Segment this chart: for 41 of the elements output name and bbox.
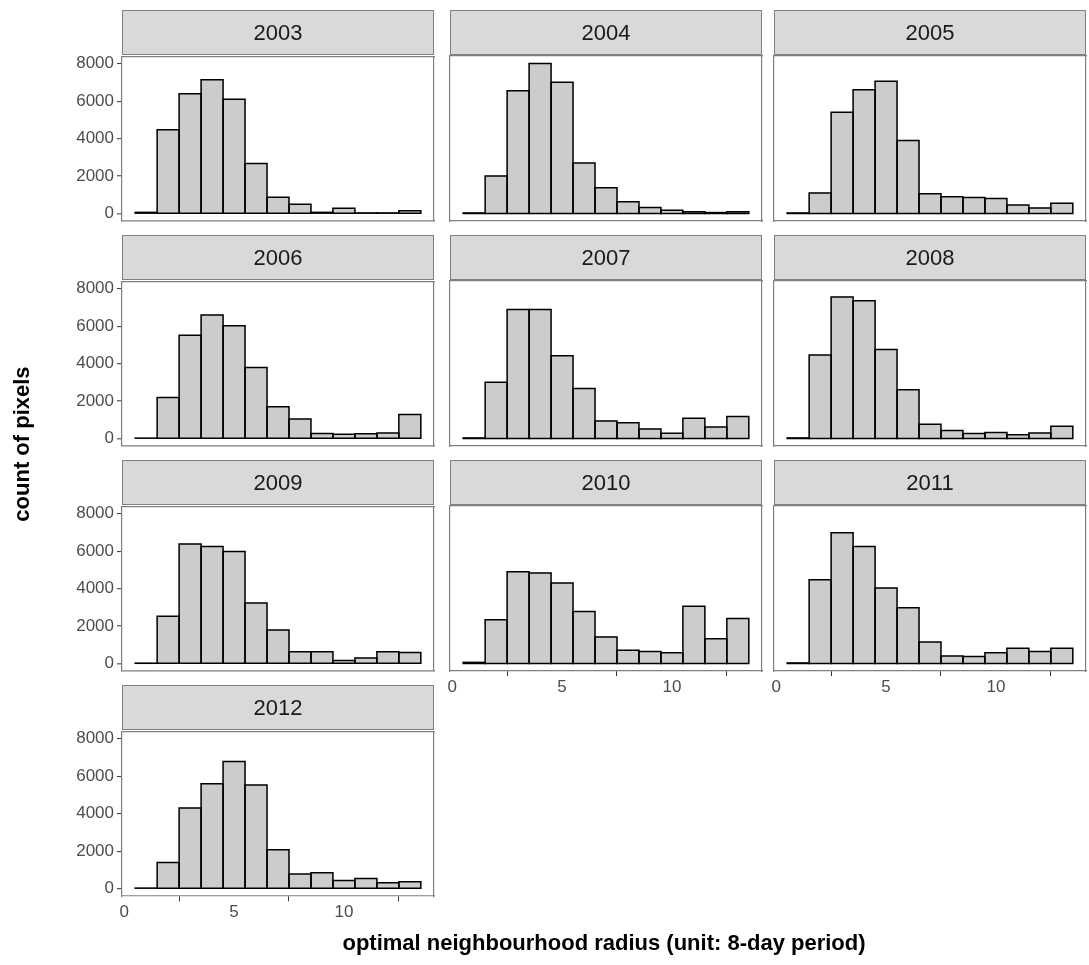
y-tick-label: 0: [104, 653, 114, 673]
y-tick-label: 6000: [76, 765, 114, 785]
y-tick-label: 8000: [76, 278, 114, 298]
y-tick-label: 0: [104, 203, 114, 223]
y-tick-label: 8000: [76, 728, 114, 748]
y-tick-label: 6000: [76, 315, 114, 335]
y-tick-label: 6000: [76, 90, 114, 110]
chart-title: 2005: [774, 10, 1086, 55]
y-tick-label: 0: [104, 428, 114, 448]
y-tick-label: 8000: [76, 503, 114, 523]
y-axis-title: count of pixels: [9, 366, 35, 522]
y-tick-label: 2000: [76, 840, 114, 860]
y-tick-label: 2000: [76, 165, 114, 185]
x-tick-label: 10: [334, 901, 354, 921]
chart-title: 2003: [122, 10, 434, 55]
x-tick-label: 5: [557, 676, 567, 696]
chart-title: 2007: [450, 235, 762, 280]
x-tick-label: 0: [119, 901, 129, 921]
chart-title: 2008: [774, 235, 1086, 280]
y-tick-label: 4000: [76, 803, 114, 823]
chart-title: 2009: [122, 460, 434, 505]
chart-title: 2004: [450, 10, 762, 55]
y-tick-label: 8000: [76, 53, 114, 73]
y-tick-label: 0: [104, 878, 114, 898]
y-tick-label: 4000: [76, 353, 114, 373]
x-tick-label: 10: [662, 676, 682, 696]
x-tick-label: 10: [986, 676, 1006, 696]
x-tick-label: 5: [229, 901, 239, 921]
y-tick-label: 2000: [76, 390, 114, 410]
x-axis-title: optimal neighbourhood radius (unit: 8-day period): [341, 930, 867, 956]
chart-title: 2012: [122, 685, 434, 730]
y-tick-label: 6000: [76, 540, 114, 560]
x-tick-label: 5: [881, 676, 891, 696]
chart-title: 2006: [122, 235, 434, 280]
y-tick-label: 2000: [76, 615, 114, 635]
x-tick-label: 0: [447, 676, 457, 696]
y-tick-label: 4000: [76, 578, 114, 598]
y-tick-label: 4000: [76, 128, 114, 148]
chart-title: 2011: [774, 460, 1086, 505]
x-tick-label: 0: [771, 676, 781, 696]
chart-title: 2010: [450, 460, 762, 505]
